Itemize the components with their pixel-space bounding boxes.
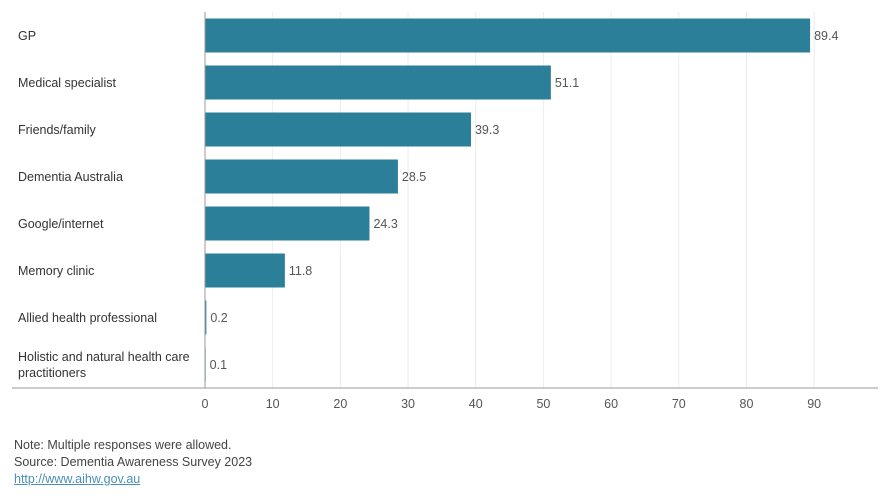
note-text: Note: Multiple responses were allowed. xyxy=(14,438,232,452)
category-label: Dementia Australia xyxy=(18,170,123,184)
x-tick-label: 40 xyxy=(469,397,483,411)
bar xyxy=(205,65,551,100)
category-label: Holistic and natural health care practiti… xyxy=(18,350,190,380)
value-label: 28.5 xyxy=(402,170,426,184)
bar xyxy=(205,18,811,53)
bar xyxy=(205,253,285,288)
x-tick-labels: 0 10 20 30 40 50 60 70 80 90 xyxy=(202,397,822,411)
bars xyxy=(205,18,811,382)
category-labels: GP Medical specialist Friends/family Dement… xyxy=(18,29,190,380)
value-label: 39.3 xyxy=(475,123,499,137)
value-label: 11.8 xyxy=(289,264,312,278)
category-label: Friends/family xyxy=(18,123,97,137)
value-label: 51.1 xyxy=(555,76,579,90)
value-labels: 89.4 51.1 39.3 28.5 24.3 11.8 0.2 0.1 xyxy=(210,29,839,372)
x-tick-label: 30 xyxy=(401,397,415,411)
chart-notes: Note: Multiple responses were allowed. S… xyxy=(14,437,252,488)
x-tick-label: 20 xyxy=(333,397,347,411)
x-tick-label: 90 xyxy=(807,397,821,411)
value-label: 0.2 xyxy=(210,311,227,325)
source-text: Source: Dementia Awareness Survey 2023 xyxy=(14,455,253,469)
bar xyxy=(205,159,398,194)
axes xyxy=(12,12,878,389)
x-tick-label: 60 xyxy=(604,397,618,411)
source-link[interactable]: http://www.aihw.gov.au xyxy=(14,472,141,486)
category-label: Medical specialist xyxy=(18,76,116,90)
category-label: Allied health professional xyxy=(18,311,157,325)
x-tick-label: 70 xyxy=(672,397,686,411)
value-label: 89.4 xyxy=(814,29,838,43)
x-tick-label: 10 xyxy=(266,397,280,411)
category-label: Google/internet xyxy=(18,217,104,231)
category-label: GP xyxy=(18,29,36,43)
x-tick-label: 0 xyxy=(202,397,209,411)
value-label: 0.1 xyxy=(210,358,227,372)
x-tick-label: 50 xyxy=(536,397,550,411)
bar xyxy=(205,300,207,335)
bar xyxy=(205,206,370,241)
x-tick-label: 80 xyxy=(740,397,754,411)
category-label: Memory clinic xyxy=(18,264,94,278)
value-label: 24.3 xyxy=(373,217,397,231)
bar-chart: GP Medical specialist Friends/family Dement… xyxy=(12,12,878,411)
bar xyxy=(205,112,471,147)
